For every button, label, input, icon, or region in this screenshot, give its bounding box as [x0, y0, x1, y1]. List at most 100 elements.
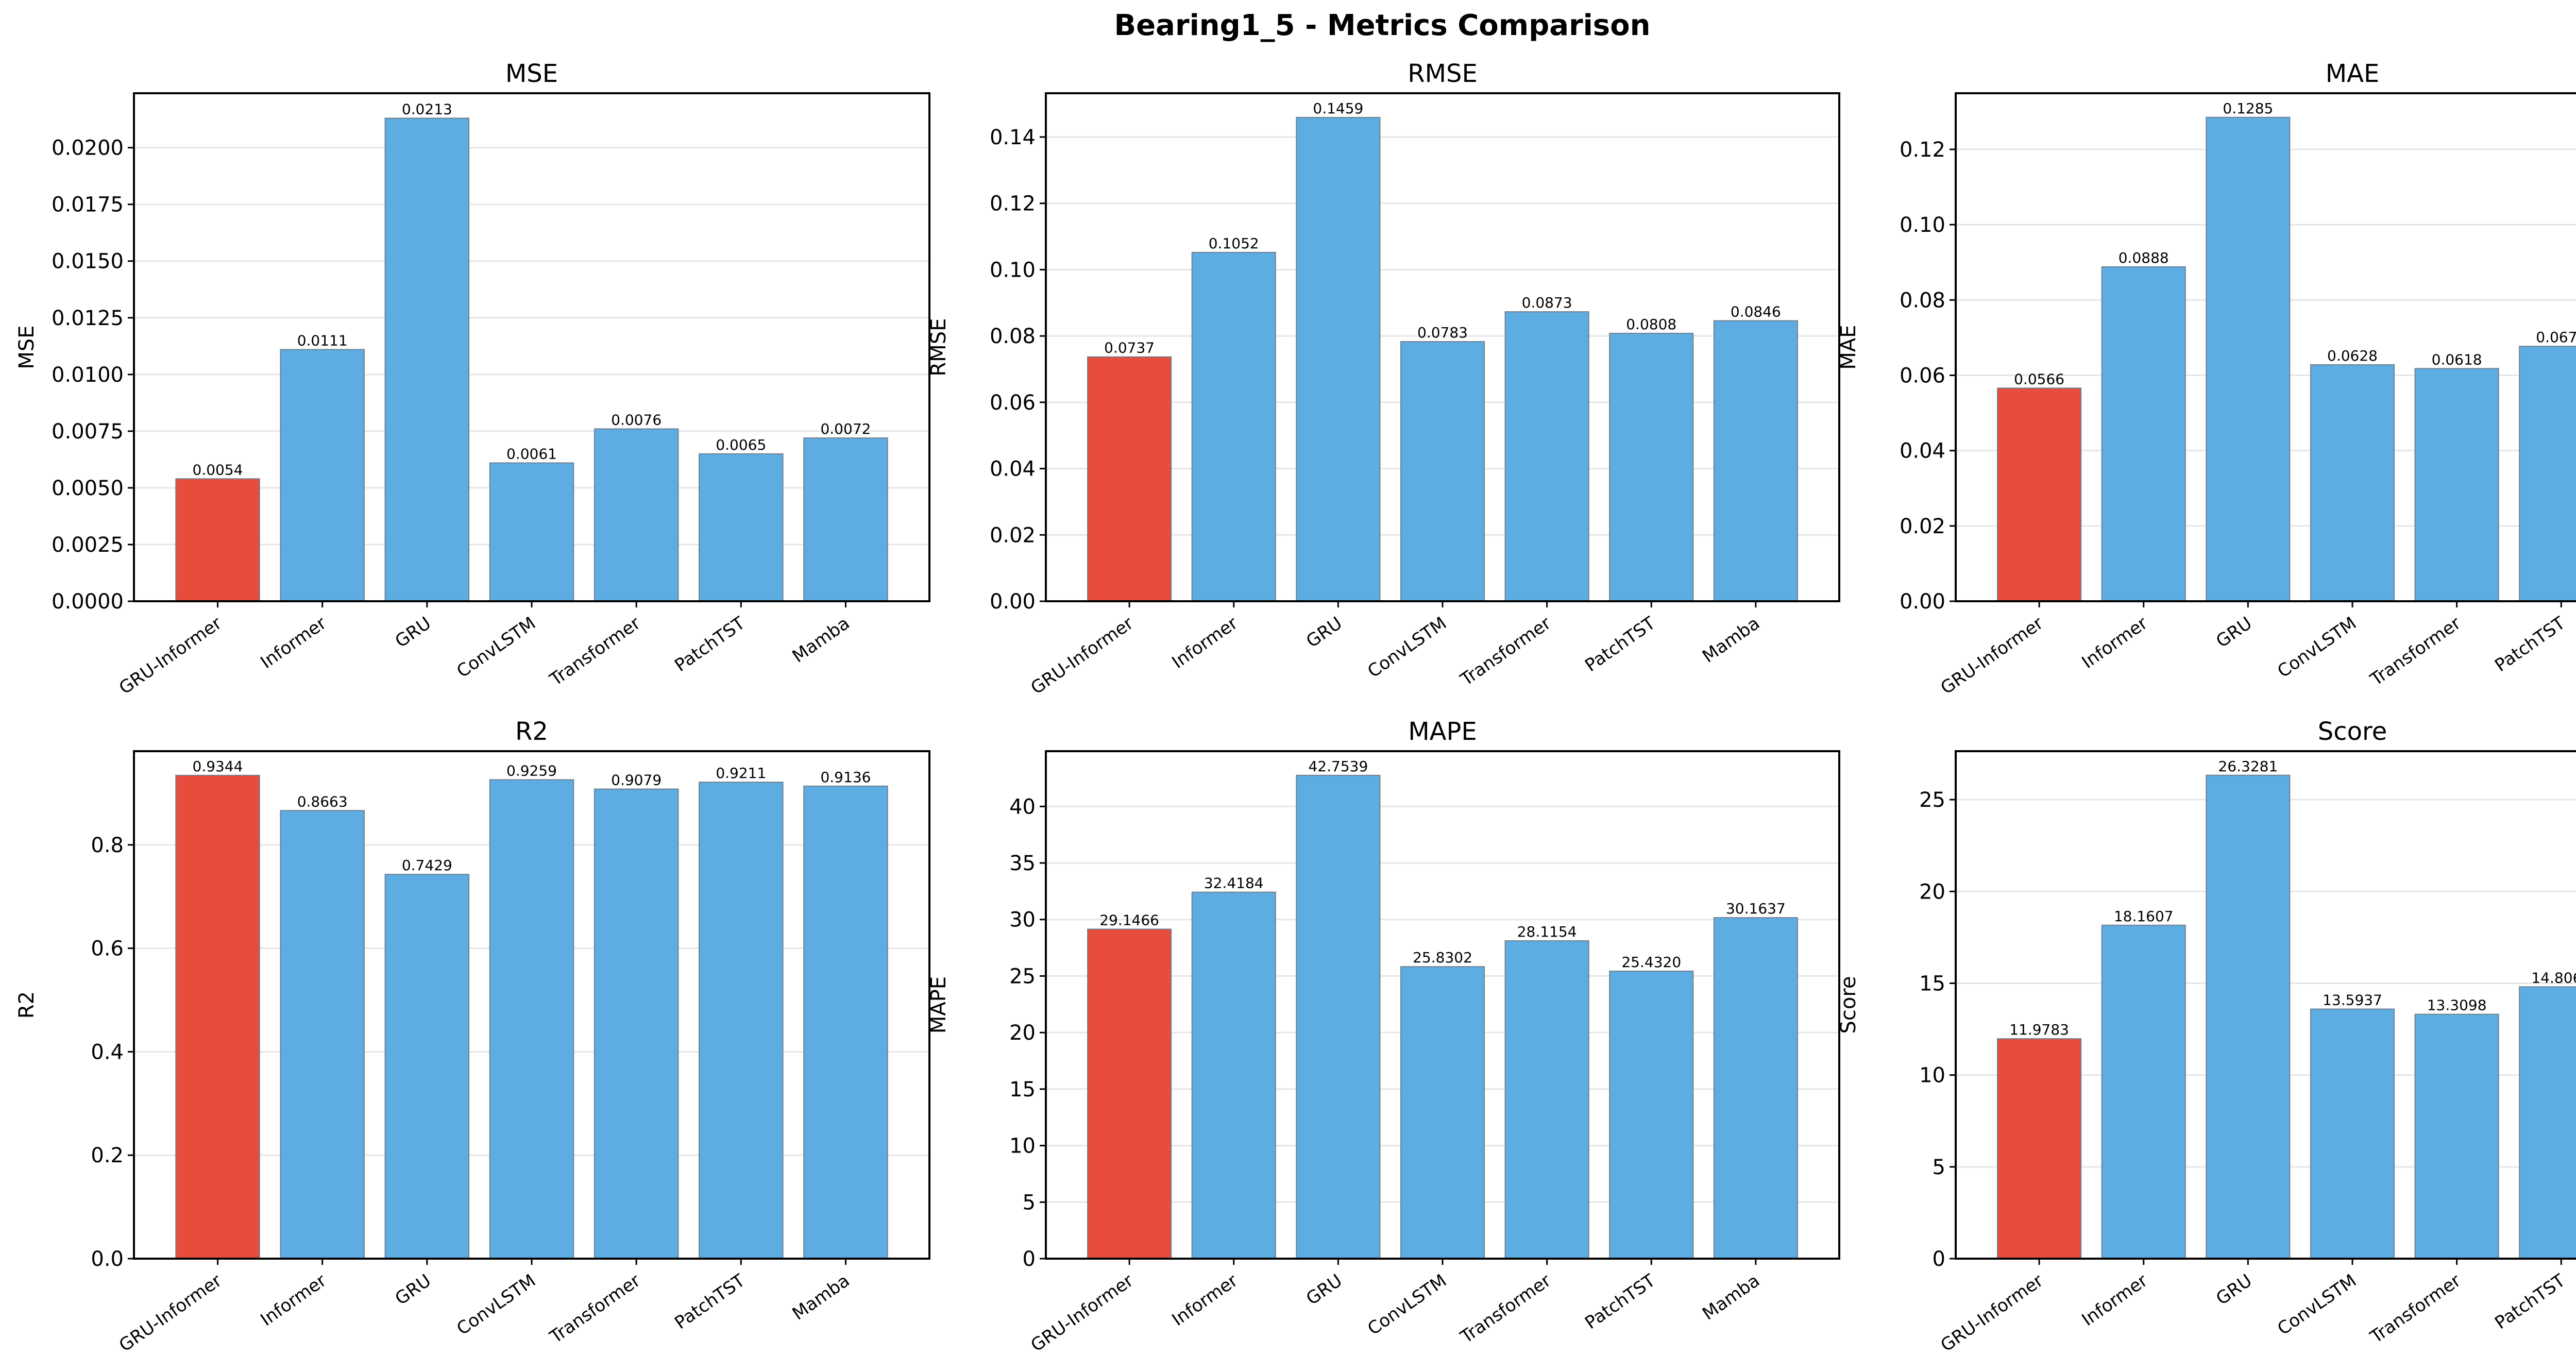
- mae-bar-value-label: 0.0566: [2014, 370, 2064, 387]
- mape-bar-value-label: 29.1466: [1099, 911, 1159, 928]
- mse-bar-mamba: [803, 437, 888, 602]
- subplot-mape: 051015202530354029.1466GRU-Informer32.41…: [927, 717, 1840, 1356]
- mse-ytick-label: 0.0075: [52, 420, 124, 444]
- mse-bar-value-label: 0.0213: [402, 100, 452, 117]
- mape-ytick-label: 20: [1009, 1021, 1036, 1045]
- score-ytick-label: 10: [1919, 1064, 1945, 1088]
- mse-bar-informer: [280, 349, 365, 602]
- mse-bar-value-label: 0.0111: [297, 332, 348, 349]
- mae-ylabel: MAE: [1837, 325, 1860, 369]
- mape-bar-convlstm: [1400, 966, 1485, 1260]
- mape-title: MAPE: [1408, 717, 1477, 746]
- mae-axes-frame: [1955, 92, 2576, 602]
- rmse-bar-gru-informer: [1087, 356, 1172, 602]
- mape-bar-value-label: 25.8302: [1413, 949, 1472, 966]
- rmse-bar-value-label: 0.1052: [1209, 235, 1259, 252]
- r2-bar-value-label: 0.9259: [506, 762, 557, 779]
- mape-bar-value-label: 42.7539: [1308, 758, 1368, 775]
- mape-axes-frame: [1045, 750, 1840, 1260]
- rmse-bar-mamba: [1713, 320, 1798, 602]
- score-bar-value-label: 18.1607: [2114, 908, 2174, 925]
- r2-axes-frame: [133, 750, 930, 1260]
- r2-bar-mamba: [803, 785, 888, 1259]
- mape-ytick-label: 0: [1023, 1247, 1036, 1271]
- r2-bar-value-label: 0.9136: [820, 769, 871, 786]
- mse-ytick-label: 0.0050: [52, 477, 124, 500]
- score-ylabel: Score: [1837, 976, 1860, 1034]
- rmse-ytick-label: 0.06: [990, 391, 1036, 415]
- mse-bar-value-label: 0.0061: [506, 445, 557, 462]
- r2-title: R2: [515, 717, 548, 746]
- r2-bar-patchtst: [699, 782, 784, 1259]
- rmse-bar-value-label: 0.0846: [1731, 303, 1781, 320]
- score-bar-patchtst: [2519, 986, 2576, 1259]
- mape-ytick-label: 15: [1009, 1078, 1036, 1102]
- r2-bar-gru: [384, 874, 470, 1259]
- r2-bar-value-label: 0.9079: [611, 771, 662, 788]
- mae-bar-value-label: 0.0677: [2536, 329, 2576, 346]
- rmse-ytick-label: 0.00: [990, 590, 1036, 614]
- mse-ylabel: MSE: [15, 325, 39, 369]
- r2-bar-convlstm: [489, 779, 574, 1259]
- rmse-ytick-label: 0.04: [990, 458, 1036, 481]
- mae-ytick-label: 0.10: [1900, 213, 1945, 237]
- mae-bar-gru-informer: [1997, 387, 2082, 602]
- r2-bar-transformer: [594, 788, 679, 1259]
- mse-ytick-label: 0.0125: [52, 307, 124, 330]
- mape-ytick-label: 30: [1009, 908, 1036, 932]
- score-ytick-label: 5: [1933, 1156, 1945, 1179]
- mse-ytick-label: 0.0175: [52, 193, 124, 217]
- mape-bar-transformer: [1504, 940, 1589, 1260]
- rmse-ytick-label: 0.14: [990, 126, 1036, 149]
- mae-bar-value-label: 0.0618: [2432, 351, 2482, 368]
- mape-bar-gru-informer: [1087, 928, 1172, 1259]
- subplots-grid: 0.00000.00250.00500.00750.01000.01250.01…: [15, 59, 2576, 1356]
- rmse-axes-frame: [1045, 92, 1840, 602]
- mae-bar-value-label: 0.1285: [2223, 100, 2273, 117]
- mse-bar-gru-informer: [175, 478, 260, 602]
- score-bar-gru: [2206, 774, 2291, 1259]
- score-axes-frame: [1955, 750, 2576, 1260]
- rmse-bar-gru: [1296, 116, 1381, 602]
- r2-bar-value-label: 0.9344: [193, 758, 243, 775]
- figure-suptitle: Bearing1_5 - Metrics Comparison: [1114, 9, 1651, 42]
- r2-ytick-label: 0.6: [91, 937, 124, 961]
- mae-ytick-label: 0.06: [1900, 364, 1945, 387]
- score-bar-value-label: 26.3281: [2218, 758, 2278, 775]
- mape-ytick-label: 10: [1009, 1134, 1036, 1158]
- mae-ytick-label: 0.00: [1900, 590, 1945, 614]
- score-ytick-label: 20: [1919, 880, 1945, 904]
- r2-ytick-label: 0.4: [91, 1040, 124, 1064]
- mape-ytick-label: 25: [1009, 964, 1036, 988]
- mape-bar-value-label: 30.1637: [1726, 900, 1786, 917]
- r2-ytick-label: 0.0: [91, 1247, 124, 1271]
- score-ytick-label: 15: [1919, 972, 1945, 995]
- subplot-mse: 0.0000 0.0025 0.0050 0.0075 0.0100 0.0125 0.01…: [15, 59, 930, 699]
- rmse-ylabel: RMSE: [927, 318, 951, 377]
- r2-bar-value-label: 0.7429: [402, 857, 452, 874]
- rmse-ytick-label: 0.10: [990, 258, 1036, 282]
- score-bar-value-label: 11.9783: [2009, 1021, 2069, 1038]
- mse-ytick-label: 0.0025: [52, 533, 124, 557]
- mse-axes-frame: [133, 92, 930, 602]
- mae-bar-patchtst: [2519, 346, 2576, 602]
- mape-ytick-label: 35: [1009, 852, 1036, 875]
- r2-bar-gru-informer: [175, 774, 260, 1259]
- mae-ytick-label: 0.12: [1900, 138, 1945, 162]
- score-bar-value-label: 13.3098: [2427, 997, 2487, 1014]
- mse-bar-value-label: 0.0054: [193, 461, 243, 478]
- mae-bar-value-label: 0.0628: [2327, 347, 2378, 364]
- rmse-title: RMSE: [1408, 59, 1478, 88]
- r2-bar-informer: [280, 810, 365, 1259]
- mse-ytick-label: 0.0100: [52, 363, 124, 387]
- mape-ytick-label: 5: [1023, 1191, 1036, 1214]
- r2-ylabel: R2: [15, 991, 39, 1019]
- score-ytick-label: 25: [1919, 788, 1945, 812]
- mse-ytick-label: 0.0150: [52, 250, 124, 274]
- score-bar-value-label: 14.8065: [2531, 969, 2576, 986]
- r2-bar-value-label: 0.8663: [297, 793, 348, 810]
- r2-bar-value-label: 0.9211: [716, 765, 766, 782]
- mae-ytick-label: 0.08: [1900, 289, 1945, 312]
- rmse-bar-convlstm: [1400, 341, 1485, 602]
- score-bar-gru-informer: [1997, 1038, 2082, 1259]
